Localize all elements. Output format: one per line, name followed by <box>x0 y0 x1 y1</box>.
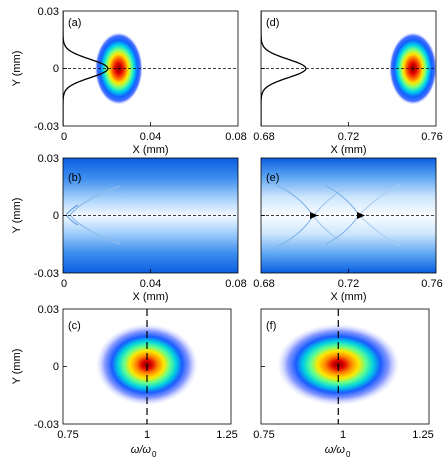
x-axis-label: X (mm) <box>132 144 168 156</box>
x-tick-label: 1 <box>340 429 346 441</box>
x-axis-label: X (mm) <box>330 291 366 303</box>
x-tick-label: 0.68 <box>253 131 274 143</box>
panel-label-d: (d) <box>266 17 279 29</box>
y-tick-label: 0 <box>53 361 59 373</box>
y-axis-label: Y (mm) <box>11 349 23 385</box>
wake-b-inner <box>65 204 79 226</box>
arrow-marker-e-1 <box>310 212 318 219</box>
x-tick-label: 0.08 <box>225 131 246 143</box>
omega-subscript: 0 <box>346 450 351 459</box>
x-tick-label: 0.68 <box>253 278 274 290</box>
x-tick-label: 0.72 <box>338 278 359 290</box>
panel-label-e: (e) <box>266 172 279 184</box>
x-axis-label: X (mm) <box>132 291 168 303</box>
y-tick-label: -0.03 <box>34 121 59 133</box>
x-tick-label: 1.25 <box>412 429 433 441</box>
x-tick-label: 0.04 <box>140 131 161 143</box>
tick-marks <box>63 68 349 367</box>
y-tick-label: 0.03 <box>38 6 59 18</box>
panel-c: (c) <box>62 308 232 425</box>
x-tick-label: 0.76 <box>421 278 442 290</box>
wake-e-2b <box>358 183 401 247</box>
wake-e-1b <box>312 187 347 245</box>
wake-b <box>69 185 121 245</box>
y-tick-label: 0 <box>53 210 59 222</box>
wake-e-2 <box>325 185 360 245</box>
y-tick-label: 0 <box>53 63 59 75</box>
x-tick-label: 0.08 <box>225 278 246 290</box>
x-tick-label: 1.25 <box>216 429 237 441</box>
axis-labels: Y (mm) Y (mm) Y (mm) X (mm) X (mm) X (mm… <box>11 51 367 459</box>
arrow-marker-e-2 <box>357 212 365 219</box>
x-tick-label: 0 <box>61 131 67 143</box>
x-axis-label: X (mm) <box>330 144 366 156</box>
x-tick-label: 0.04 <box>140 278 161 290</box>
y-tick-label: -0.03 <box>34 268 59 280</box>
panel-label-b: (b) <box>68 172 81 184</box>
y-axis-label: Y (mm) <box>11 51 23 87</box>
panel-label-f: (f) <box>266 320 276 332</box>
x-tick-label: 0 <box>61 278 67 290</box>
panel-d: (d) <box>260 10 437 127</box>
x-axis-label-omega-c: ω/ω 0 <box>131 444 157 459</box>
y-tick-label: 0.03 <box>38 153 59 165</box>
panel-label-c: (c) <box>68 320 81 332</box>
x-tick-label: 0.75 <box>57 429 78 441</box>
panel-f: (f) <box>260 308 430 425</box>
omega-label: ω/ω <box>325 444 346 456</box>
panel-e: (e) <box>260 157 437 274</box>
x-tick-label: 0.75 <box>253 429 274 441</box>
y-tick-label: -0.03 <box>34 419 59 431</box>
y-tick-labels: 0.03 0 -0.03 0.03 0 -0.03 0.03 0 -0.03 <box>34 6 59 431</box>
omega-label: ω/ω <box>131 444 152 456</box>
panel-label-a: (a) <box>68 17 81 29</box>
y-axis-label: Y (mm) <box>11 198 23 234</box>
panel-b: (b) <box>62 157 239 274</box>
x-tick-label: 1 <box>144 429 150 441</box>
x-tick-labels: 0 0.04 0.08 0.68 0.72 0.76 0 0.04 0.08 0… <box>57 131 442 441</box>
x-tick-label: 0.76 <box>421 131 442 143</box>
x-tick-label: 0.72 <box>338 131 359 143</box>
omega-subscript: 0 <box>152 450 157 459</box>
y-tick-label: 0.03 <box>38 304 59 316</box>
panel-a: (a) <box>62 10 239 127</box>
x-axis-label-omega-f: ω/ω 0 <box>325 444 351 459</box>
